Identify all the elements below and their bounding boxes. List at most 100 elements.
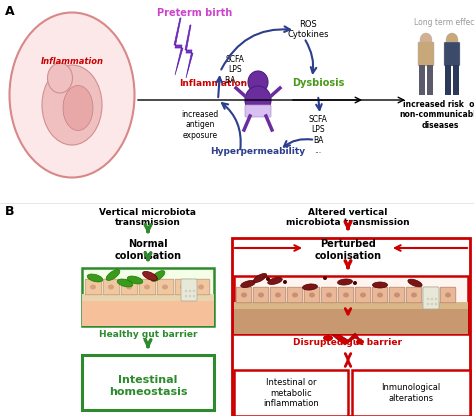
Ellipse shape <box>428 292 434 297</box>
FancyBboxPatch shape <box>423 287 439 303</box>
FancyBboxPatch shape <box>236 287 252 303</box>
FancyBboxPatch shape <box>445 65 451 95</box>
FancyBboxPatch shape <box>82 268 214 326</box>
Text: ROS
Cytokines: ROS Cytokines <box>287 20 329 40</box>
FancyBboxPatch shape <box>103 279 120 295</box>
FancyBboxPatch shape <box>139 279 156 295</box>
FancyBboxPatch shape <box>82 294 214 301</box>
Ellipse shape <box>144 285 150 290</box>
FancyBboxPatch shape <box>234 276 468 334</box>
FancyBboxPatch shape <box>338 287 354 303</box>
Ellipse shape <box>445 292 451 297</box>
Text: Long term effects: Long term effects <box>414 18 474 27</box>
Ellipse shape <box>394 292 400 297</box>
Ellipse shape <box>431 298 433 300</box>
Ellipse shape <box>338 277 351 287</box>
Ellipse shape <box>431 303 433 305</box>
Ellipse shape <box>356 339 364 344</box>
Ellipse shape <box>427 298 429 300</box>
Polygon shape <box>332 333 362 345</box>
Ellipse shape <box>360 292 366 297</box>
FancyBboxPatch shape <box>304 287 320 303</box>
FancyBboxPatch shape <box>82 355 214 410</box>
Ellipse shape <box>185 295 187 297</box>
FancyBboxPatch shape <box>372 287 388 303</box>
FancyBboxPatch shape <box>253 287 269 303</box>
Ellipse shape <box>446 33 458 47</box>
Ellipse shape <box>309 292 315 297</box>
Ellipse shape <box>420 33 432 47</box>
FancyBboxPatch shape <box>418 42 434 66</box>
Ellipse shape <box>108 285 114 290</box>
Ellipse shape <box>193 290 195 292</box>
Ellipse shape <box>323 335 333 341</box>
Ellipse shape <box>42 65 102 145</box>
Ellipse shape <box>193 295 195 297</box>
Ellipse shape <box>87 274 102 282</box>
Ellipse shape <box>303 284 317 290</box>
Ellipse shape <box>105 272 121 278</box>
FancyBboxPatch shape <box>234 370 348 416</box>
Ellipse shape <box>151 270 165 281</box>
FancyBboxPatch shape <box>321 287 337 303</box>
Ellipse shape <box>326 292 332 297</box>
Ellipse shape <box>427 303 429 305</box>
Text: SCFA
LPS
BA
...: SCFA LPS BA ... <box>309 115 328 155</box>
Ellipse shape <box>198 285 204 290</box>
Ellipse shape <box>323 276 327 280</box>
Text: increased risk  of
non-communicable
diseases: increased risk of non-communicable disea… <box>399 100 474 130</box>
Ellipse shape <box>47 63 73 93</box>
FancyBboxPatch shape <box>406 287 422 303</box>
Text: Dysbiosis: Dysbiosis <box>292 78 344 88</box>
FancyBboxPatch shape <box>234 309 468 334</box>
Ellipse shape <box>411 292 417 297</box>
Ellipse shape <box>162 285 168 290</box>
Ellipse shape <box>189 295 191 297</box>
Ellipse shape <box>180 285 186 290</box>
Ellipse shape <box>435 303 437 305</box>
FancyBboxPatch shape <box>175 279 192 295</box>
Text: Healthy gut barrier: Healthy gut barrier <box>99 330 197 339</box>
Polygon shape <box>185 25 193 78</box>
FancyBboxPatch shape <box>427 65 433 95</box>
FancyBboxPatch shape <box>453 65 459 95</box>
FancyBboxPatch shape <box>389 287 405 303</box>
Ellipse shape <box>268 277 282 285</box>
Ellipse shape <box>117 279 133 287</box>
Ellipse shape <box>245 86 271 114</box>
Text: Intestinal or
metabolic
inflammation: Intestinal or metabolic inflammation <box>263 378 319 408</box>
FancyBboxPatch shape <box>270 287 286 303</box>
Ellipse shape <box>343 292 349 297</box>
Ellipse shape <box>254 273 266 283</box>
Ellipse shape <box>373 281 387 289</box>
Text: increased
antigen
exposure: increased antigen exposure <box>182 110 219 140</box>
FancyBboxPatch shape <box>352 370 470 416</box>
Ellipse shape <box>127 277 143 283</box>
Ellipse shape <box>241 292 247 297</box>
Ellipse shape <box>283 280 287 284</box>
Ellipse shape <box>143 271 157 281</box>
Text: Vertical microbiota
transmission: Vertical microbiota transmission <box>100 208 197 228</box>
Text: B: B <box>5 205 15 218</box>
Ellipse shape <box>248 71 268 93</box>
Ellipse shape <box>240 281 255 287</box>
Ellipse shape <box>275 292 281 297</box>
Ellipse shape <box>353 281 357 285</box>
FancyBboxPatch shape <box>157 279 174 295</box>
FancyBboxPatch shape <box>423 287 439 309</box>
FancyBboxPatch shape <box>440 287 456 303</box>
Text: Altered vertical
microbiota transmission: Altered vertical microbiota transmission <box>286 208 410 228</box>
Text: Perturbed
colonisation: Perturbed colonisation <box>315 239 382 260</box>
FancyBboxPatch shape <box>82 301 214 326</box>
Ellipse shape <box>189 290 191 292</box>
Polygon shape <box>174 18 183 75</box>
Ellipse shape <box>126 285 132 290</box>
FancyBboxPatch shape <box>234 302 468 309</box>
Text: Inflammation: Inflammation <box>40 57 103 67</box>
Ellipse shape <box>258 292 264 297</box>
Text: Preterm birth: Preterm birth <box>157 8 233 18</box>
FancyBboxPatch shape <box>85 279 102 295</box>
Text: SCFA
LPS
BA ...: SCFA LPS BA ... <box>225 55 245 85</box>
FancyBboxPatch shape <box>444 42 460 66</box>
Ellipse shape <box>63 86 93 131</box>
